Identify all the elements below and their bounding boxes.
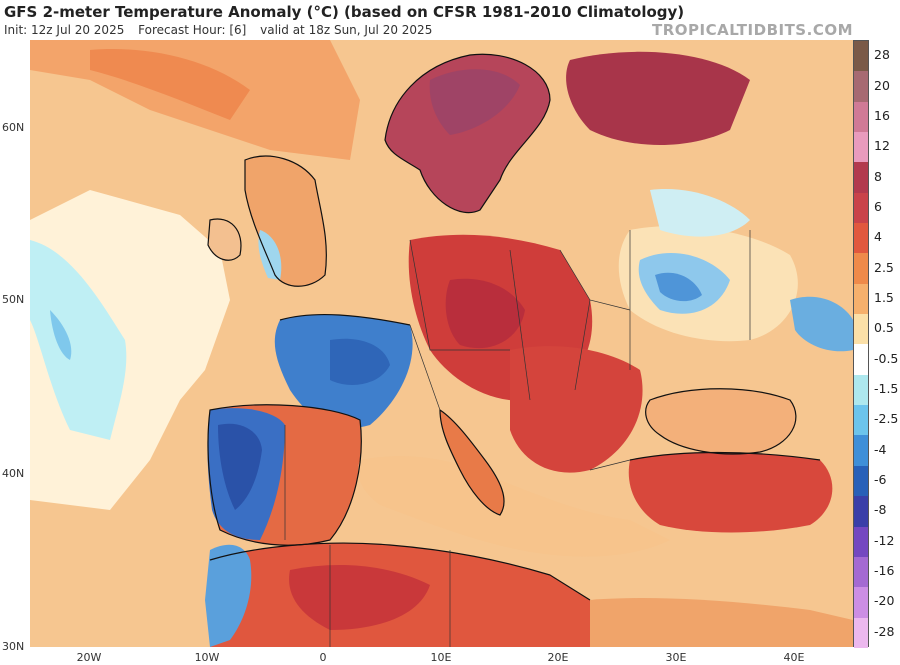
colorbar <box>853 40 869 648</box>
colorbar-label: 0.5 <box>874 320 894 336</box>
balkans-hot <box>510 346 643 473</box>
country-borders <box>284 230 751 647</box>
egypt-levant-warm <box>590 598 853 647</box>
warm-north-core <box>90 49 250 120</box>
colorbar-label: -20 <box>874 593 895 609</box>
lat-label-30n: 30N <box>2 640 25 653</box>
colorbar-label: 8 <box>874 168 882 184</box>
colorbar-swatch <box>854 192 868 224</box>
colorbar-swatch <box>854 314 868 345</box>
colorbar-label: 1.5 <box>874 289 894 305</box>
lat-label-60n: 60N <box>2 121 25 134</box>
colorbar-swatch <box>854 526 868 557</box>
colorbar-label: 20 <box>874 77 890 93</box>
map-graphic <box>30 40 853 647</box>
iberia-cool-core <box>218 423 262 510</box>
colorbar-swatch <box>854 344 868 375</box>
ukraine-cool-core <box>655 272 702 302</box>
colorbar-swatch <box>854 132 868 163</box>
brand-watermark: TROPICALTIDBITS.COM <box>652 21 853 39</box>
colorbar-label: 28 <box>874 47 890 63</box>
colorbar-swatch <box>854 435 868 466</box>
colorbar-swatch <box>854 253 868 284</box>
lon-label-20e: 20E <box>547 651 569 664</box>
morocco-cool <box>205 544 252 647</box>
cool-atlantic-core <box>50 310 72 360</box>
colorbar-label: 6 <box>874 198 882 214</box>
colorbar-label: 12 <box>874 138 890 154</box>
colorbar-label: -0.5 <box>874 350 899 366</box>
colorbar-swatch <box>854 223 868 254</box>
colorbar-label: -8 <box>874 502 887 518</box>
colorbar-label: -2.5 <box>874 411 899 427</box>
valid-time: valid at 18z Sun, Jul 20 2025 <box>260 23 433 37</box>
italy <box>440 410 505 515</box>
colorbar-swatch <box>854 71 868 102</box>
colorbar-label: 4 <box>874 229 882 245</box>
map-title: GFS 2-meter Temperature Anomaly (°C) (ba… <box>4 3 685 21</box>
map-subtitle: Init: 12z Jul 20 2025 Forecast Hour: [6]… <box>4 23 442 37</box>
colorbar-label: -6 <box>874 472 887 488</box>
colorbar-swatch <box>854 374 868 406</box>
forecast-hour: Forecast Hour: [6] <box>138 23 247 37</box>
colorbar-swatch <box>854 465 868 497</box>
russia-cool <box>790 296 853 352</box>
colorbar-label: 16 <box>874 107 890 123</box>
algeria-core <box>289 565 430 630</box>
lon-label-40e: 40E <box>783 651 805 664</box>
map-header: GFS 2-meter Temperature Anomaly (°C) (ba… <box>0 0 900 40</box>
anomaly-map <box>30 40 853 647</box>
cool-atlantic <box>30 240 127 440</box>
black-sea <box>645 388 796 455</box>
colorbar-swatch <box>854 41 868 72</box>
colorbar-label: 2.5 <box>874 259 894 275</box>
france-cool-core <box>330 338 390 385</box>
lon-label-0: 0 <box>319 651 327 664</box>
mediterranean-sea <box>358 456 670 557</box>
colorbar-swatch <box>854 556 868 588</box>
colorbar-label: -4 <box>874 441 887 457</box>
colorbar-swatch <box>854 617 868 648</box>
baltic-cool <box>650 189 750 237</box>
lon-label-20w: 20W <box>76 651 102 664</box>
karelia-hot <box>566 51 750 145</box>
britain-cool-patch <box>258 230 282 280</box>
colorbar-swatch <box>854 101 868 133</box>
lat-label-40n: 40N <box>2 467 25 480</box>
colorbar-swatch <box>854 162 868 193</box>
colorbar-swatch <box>854 496 868 527</box>
colorbar-label: -16 <box>874 563 895 579</box>
colorbar-swatch <box>854 405 868 436</box>
lon-label-10w: 10W <box>194 651 220 664</box>
scandinavia-hot-core <box>429 69 520 135</box>
lon-label-10e: 10E <box>430 651 452 664</box>
init-time: Init: 12z Jul 20 2025 <box>4 23 125 37</box>
colorbar-swatch <box>854 283 868 315</box>
lon-label-30e: 30E <box>665 651 687 664</box>
coastlines <box>207 53 821 601</box>
colorbar-label: -1.5 <box>874 381 899 397</box>
germany-core <box>445 278 525 349</box>
ireland <box>208 219 241 261</box>
colorbar-label: -28 <box>874 623 895 639</box>
great-britain <box>245 156 327 287</box>
colorbar-swatch <box>854 587 868 618</box>
lat-label-50n: 50N <box>2 293 25 306</box>
colorbar-label: -12 <box>874 532 895 548</box>
turkey-hot <box>628 452 833 533</box>
